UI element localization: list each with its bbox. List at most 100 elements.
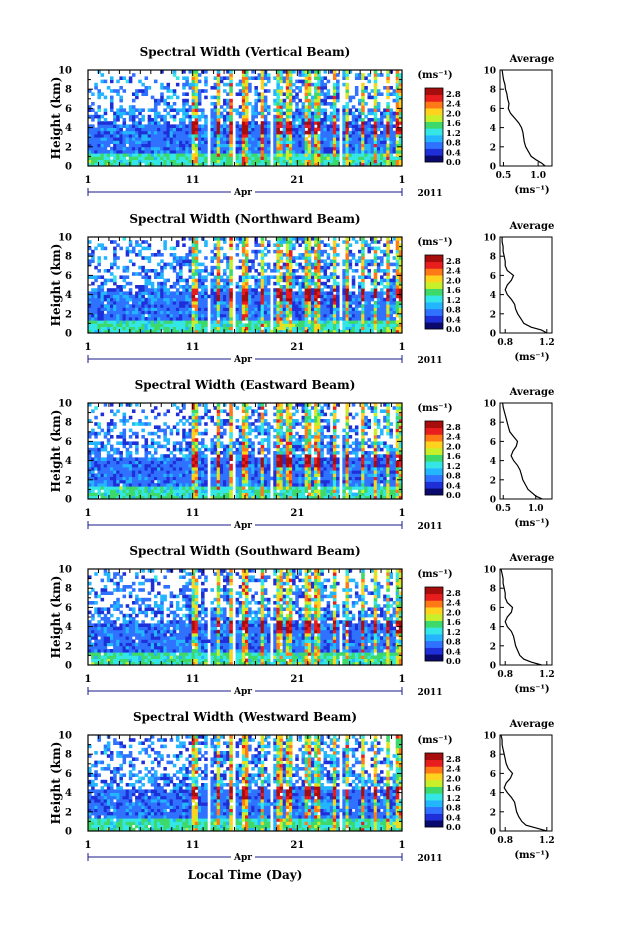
heatmap-cell — [342, 313, 346, 318]
heatmap-cell — [88, 162, 92, 167]
heatmap-cell — [122, 162, 127, 167]
heatmap-cell — [153, 313, 158, 318]
heatmap-cell — [194, 124, 199, 128]
heatmap-cell — [94, 310, 98, 315]
heatmap-cell — [223, 288, 227, 292]
heatmap-cell — [323, 249, 328, 254]
heatmap-cell — [194, 137, 199, 141]
heatmap-cell — [226, 307, 230, 311]
heatmap-cell — [288, 140, 293, 144]
heatmap-cell — [314, 281, 318, 286]
heatmap-cell — [213, 317, 218, 321]
heatmap-cell — [194, 253, 199, 257]
heatmap-cell — [332, 301, 337, 305]
heatmap-cell — [354, 140, 359, 144]
heatmap-cell — [304, 95, 309, 100]
heatmap-cell — [116, 329, 120, 334]
heatmap-cell — [113, 492, 117, 497]
heatmap-cell — [213, 278, 218, 283]
heatmap-cell — [336, 291, 340, 295]
heatmap-cell — [229, 288, 233, 292]
heatmap-cell — [389, 288, 393, 292]
heatmap-cell — [332, 134, 337, 138]
heatmap-cell — [288, 150, 293, 154]
heatmap-cell — [263, 317, 268, 321]
heatmap-cell — [235, 326, 240, 331]
heatmap-cell — [301, 70, 306, 74]
heatmap-cell — [361, 304, 365, 308]
heatmap-cell — [301, 156, 306, 160]
heatmap-cell — [100, 114, 105, 119]
heatmap-cell — [172, 114, 177, 119]
heatmap-cell — [106, 460, 111, 465]
heatmap-cell — [157, 162, 161, 167]
heatmap-cell — [131, 294, 136, 299]
heatmap-cell — [386, 310, 390, 315]
heatmap-cell — [226, 310, 230, 315]
heatmap-cell — [332, 256, 337, 260]
heatmap-cell — [144, 479, 149, 484]
heatmap-cell — [348, 259, 353, 263]
heatmap-cell — [166, 137, 171, 141]
heatmap-cell — [153, 441, 158, 445]
heatmap-cell — [251, 127, 255, 132]
heatmap-cell — [241, 307, 246, 311]
heatmap-cell — [282, 320, 287, 324]
heatmap-cell — [194, 281, 199, 286]
heatmap-cell — [273, 124, 277, 128]
heatmap-cell — [298, 256, 302, 260]
heatmap-cell — [116, 127, 120, 132]
heatmap-cell — [336, 146, 340, 151]
heatmap-cell — [175, 320, 180, 324]
heatmap-cell — [361, 108, 365, 112]
heatmap-cell — [150, 297, 155, 302]
heatmap-cell — [342, 275, 346, 279]
heatmap-cell — [358, 326, 362, 331]
heatmap-cell — [229, 92, 233, 96]
heatmap-cell — [182, 137, 186, 141]
heatmap-cell — [141, 486, 145, 490]
heatmap-cell — [307, 82, 312, 87]
heatmap-cell — [88, 470, 92, 474]
heatmap-cell — [266, 130, 271, 135]
heatmap-cell — [386, 320, 390, 324]
heatmap-cell — [191, 323, 196, 327]
heatmap-cell — [169, 304, 174, 308]
heatmap-cell — [116, 460, 120, 465]
heatmap-cell — [197, 301, 202, 305]
heatmap-cell — [380, 262, 384, 267]
heatmap-cell — [383, 272, 387, 276]
heatmap-cell — [323, 124, 328, 128]
heatmap-cell — [100, 310, 105, 315]
heatmap-cell — [169, 262, 174, 267]
heatmap-cell — [97, 92, 101, 96]
heatmap-cell — [219, 130, 224, 135]
heatmap-cell — [285, 246, 290, 251]
heatmap-cell — [260, 243, 265, 247]
heatmap-cell — [88, 130, 92, 135]
heatmap-cell — [317, 124, 321, 128]
heatmap-cell — [245, 98, 249, 103]
heatmap-cell — [100, 246, 105, 251]
heatmap-cell — [122, 143, 127, 148]
heatmap-cell — [304, 323, 309, 327]
heatmap-cell — [263, 297, 268, 302]
heatmap-cell — [88, 143, 92, 148]
heatmap-cell — [392, 237, 397, 241]
heatmap-cell — [364, 162, 368, 167]
heatmap-cell — [254, 162, 258, 167]
heatmap-cell — [326, 304, 331, 308]
heatmap-cell — [310, 326, 315, 331]
heatmap-cell — [103, 137, 108, 141]
heatmap-cell — [332, 156, 337, 160]
heatmap-cell — [285, 140, 290, 144]
heatmap-cell — [241, 301, 246, 305]
heatmap-cell — [223, 114, 227, 119]
heatmap-cell — [326, 297, 331, 302]
heatmap-cell — [216, 310, 221, 315]
heatmap-cell — [320, 301, 324, 305]
heatmap-cell — [288, 281, 293, 286]
heatmap-cell — [216, 301, 221, 305]
heatmap-cell — [392, 146, 397, 151]
